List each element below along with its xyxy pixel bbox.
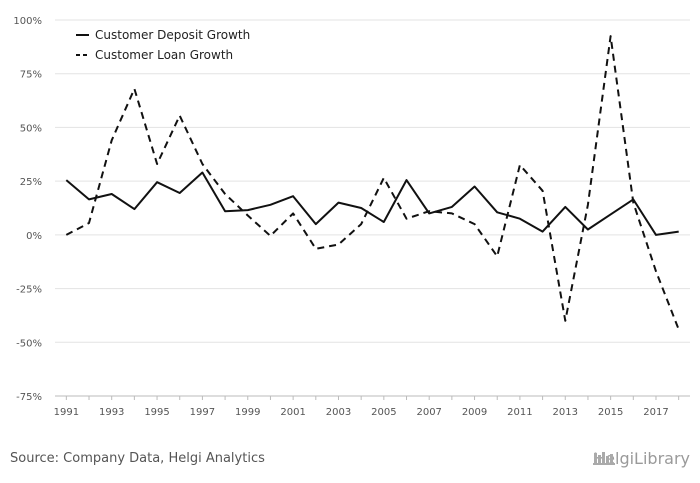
y-tick-label: -75% <box>16 392 42 403</box>
legend-label: Customer Deposit Growth <box>95 28 250 42</box>
x-tick-label: 2013 <box>553 407 578 418</box>
x-tick-label: 1997 <box>190 407 215 418</box>
x-tick-label: 2009 <box>462 407 487 418</box>
x-tick-label: 1995 <box>144 407 169 418</box>
x-tick-label: 2001 <box>280 407 305 418</box>
line-chart: 100% 75% 50% 25% 0% -25% -50% -75% 1991 1993 1995 1… <box>13 16 690 418</box>
y-tick-label: 50% <box>20 123 42 134</box>
brand-logo[interactable]: HelgiLibrary <box>593 449 690 468</box>
legend-label: Customer Loan Growth <box>95 48 233 62</box>
y-tick-label: 0% <box>26 231 42 242</box>
y-tick-label: 25% <box>20 177 42 188</box>
x-tick-label: 1993 <box>99 407 124 418</box>
source-note: Source: Company Data, Helgi Analytics <box>10 451 265 466</box>
library-icon <box>593 452 616 465</box>
x-tick-label: 2007 <box>416 407 441 418</box>
x-tick-label: 2005 <box>371 407 396 418</box>
x-tick-label: 2017 <box>643 407 668 418</box>
y-tick-label: -50% <box>16 338 42 349</box>
x-tick-label: 1991 <box>54 407 79 418</box>
brand-name: HelgiLibrary <box>593 449 690 468</box>
y-tick-label: 75% <box>20 70 42 81</box>
x-tick-label: 2015 <box>598 407 623 418</box>
x-tick-label: 2003 <box>326 407 351 418</box>
series-line-deposit-growth <box>65 171 679 236</box>
series-line-loan-growth <box>65 35 680 330</box>
x-tick-label: 2011 <box>507 407 532 418</box>
y-tick-label: 100% <box>13 16 42 27</box>
x-tick-label: 1999 <box>235 407 260 418</box>
y-tick-label: -25% <box>16 285 42 296</box>
